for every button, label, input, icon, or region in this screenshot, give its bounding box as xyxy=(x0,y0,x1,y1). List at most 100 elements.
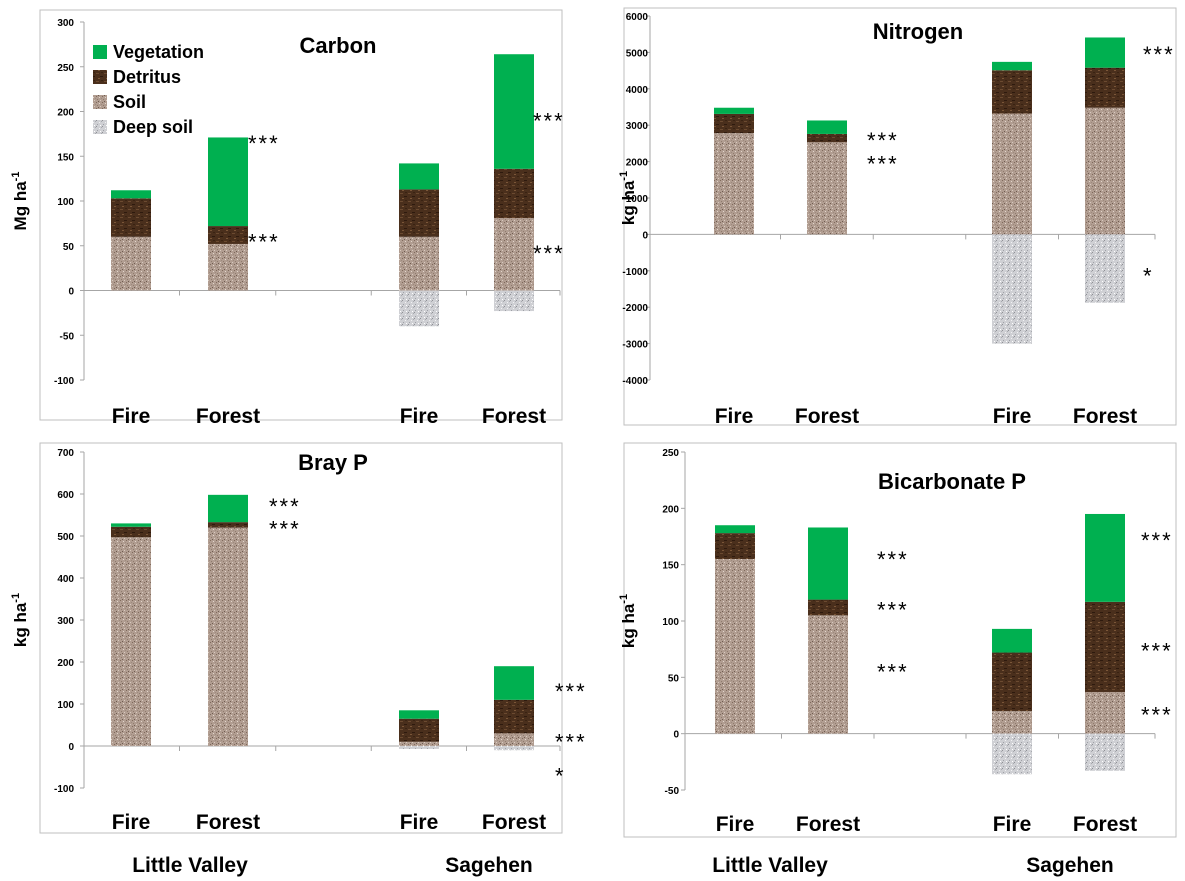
bar-soil-4 xyxy=(1085,691,1125,734)
bar-detritus-2 xyxy=(807,133,847,143)
bar-soil-4 xyxy=(1085,107,1125,235)
y-tick-label: 100 xyxy=(57,700,74,711)
y-tick-label: 600 xyxy=(57,490,74,501)
site-label-left-sagehen: Sagehen xyxy=(445,854,533,877)
y-tick-label: -1000 xyxy=(622,267,648,278)
y-tick-label: 250 xyxy=(662,448,679,459)
y-tick-label: 0 xyxy=(673,730,679,741)
chart-carbon: -100 -50 0 50 100 150 200 250 300 Fire Forest Fire F… xyxy=(10,9,565,428)
y-tick-label: 300 xyxy=(57,18,74,29)
bar-soil-3 xyxy=(399,236,439,291)
y-axis-title: kg ha-1 xyxy=(618,171,638,225)
y-tick-label: 150 xyxy=(57,152,74,163)
y-tick-label: 400 xyxy=(57,574,74,585)
legend: Vegetation Detritus Soil Deep soil xyxy=(93,42,204,137)
y-tick-label: 1000 xyxy=(626,194,649,205)
site-label-right-sagehen: Sagehen xyxy=(1026,854,1114,877)
y-tick-label: 2000 xyxy=(626,158,649,169)
x-category-label: Fire xyxy=(400,405,439,428)
significance-mark: *** xyxy=(533,241,565,266)
bar-soil-1 xyxy=(111,236,151,291)
significance-mark: * xyxy=(1143,264,1154,289)
y-tick-label: -2000 xyxy=(622,303,648,314)
bar-deep-soil-4 xyxy=(494,746,534,751)
x-category-label: Forest xyxy=(1073,405,1137,428)
significance-mark: *** xyxy=(877,598,909,623)
y-tick-label: 300 xyxy=(57,616,74,627)
chart-title: Bicarbonate P xyxy=(878,469,1026,494)
legend-swatch-vegetation xyxy=(93,45,107,59)
bar-deep-soil-4 xyxy=(494,290,534,312)
x-category-label: Fire xyxy=(993,405,1032,428)
significance-mark: *** xyxy=(877,660,909,685)
bar-soil-4 xyxy=(494,218,534,291)
significance-mark: *** xyxy=(555,679,587,704)
chart-nitrogen: -4000 -3000 -2000 -1000 0 1000 2000 3000 4000 500… xyxy=(618,7,1177,428)
bar-soil-4 xyxy=(494,733,534,746)
y-tick-label: 250 xyxy=(57,63,74,74)
legend-label-detritus: Detritus xyxy=(113,67,181,87)
significance-mark: *** xyxy=(1143,42,1175,67)
bar-deep-soil-3 xyxy=(399,290,439,327)
bar-soil-3 xyxy=(399,741,439,746)
y-axis-title: kg ha-1 xyxy=(618,594,638,648)
bar-detritus-3 xyxy=(992,652,1032,712)
bar-detritus-4 xyxy=(1085,67,1125,108)
legend-swatch-detritus xyxy=(93,70,107,84)
y-tick-label: -100 xyxy=(54,376,74,387)
chart-title: Nitrogen xyxy=(873,19,963,44)
x-category-label: Forest xyxy=(796,813,860,836)
significance-mark: *** xyxy=(248,229,280,254)
bar-soil-1 xyxy=(714,133,754,235)
bar-soil-3 xyxy=(992,113,1032,235)
bar-soil-2 xyxy=(208,243,248,291)
y-tick-label: 6000 xyxy=(626,12,649,23)
y-tick-label: 100 xyxy=(57,197,74,208)
y-tick-label: 200 xyxy=(57,658,74,669)
bar-vegetation-4 xyxy=(1085,37,1125,68)
x-category-label: Forest xyxy=(482,811,546,834)
bar-vegetation-1 xyxy=(715,525,755,534)
x-category-label: Fire xyxy=(112,811,151,834)
bar-vegetation-1 xyxy=(714,107,754,114)
x-category-label: Forest xyxy=(196,405,260,428)
bar-vegetation-4 xyxy=(1085,513,1125,602)
y-tick-label: 500 xyxy=(57,532,74,543)
x-category-label: Fire xyxy=(112,405,151,428)
x-category-label: Fire xyxy=(400,811,439,834)
bar-detritus-1 xyxy=(714,113,754,134)
bar-detritus-3 xyxy=(992,70,1032,114)
bar-soil-1 xyxy=(715,559,755,734)
bar-vegetation-4 xyxy=(494,54,534,169)
bar-soil-3 xyxy=(992,711,1032,734)
y-tick-label: 50 xyxy=(63,242,75,253)
significance-mark: *** xyxy=(877,547,909,572)
significance-mark: *** xyxy=(1141,703,1173,728)
bar-vegetation-1 xyxy=(111,190,151,199)
bar-soil-2 xyxy=(807,142,847,235)
y-tick-label: 5000 xyxy=(626,48,649,59)
bar-detritus-3 xyxy=(399,718,439,742)
significance-mark: * xyxy=(555,763,566,788)
bar-detritus-2 xyxy=(808,599,848,616)
bar-deep-soil-4 xyxy=(1085,234,1125,303)
bar-vegetation-3 xyxy=(399,710,439,719)
site-label-left-little-valley: Little Valley xyxy=(132,854,248,877)
bar-soil-2 xyxy=(808,615,848,734)
legend-swatch-soil xyxy=(93,95,107,109)
x-category-label: Fire xyxy=(993,813,1032,836)
significance-mark: *** xyxy=(867,128,899,153)
bar-deep-soil-3 xyxy=(992,234,1032,344)
bar-soil-1 xyxy=(111,537,151,746)
bar-vegetation-2 xyxy=(808,527,848,600)
chart-frame xyxy=(623,7,1177,426)
bar-detritus-4 xyxy=(494,168,534,219)
bar-detritus-2 xyxy=(208,226,248,244)
significance-mark: *** xyxy=(269,516,301,541)
bar-detritus-4 xyxy=(1085,601,1125,692)
y-tick-label: -50 xyxy=(60,331,75,342)
y-tick-label: -50 xyxy=(665,786,680,797)
bar-vegetation-2 xyxy=(807,120,847,134)
y-tick-label: 150 xyxy=(662,561,679,572)
y-tick-label: 50 xyxy=(668,673,680,684)
